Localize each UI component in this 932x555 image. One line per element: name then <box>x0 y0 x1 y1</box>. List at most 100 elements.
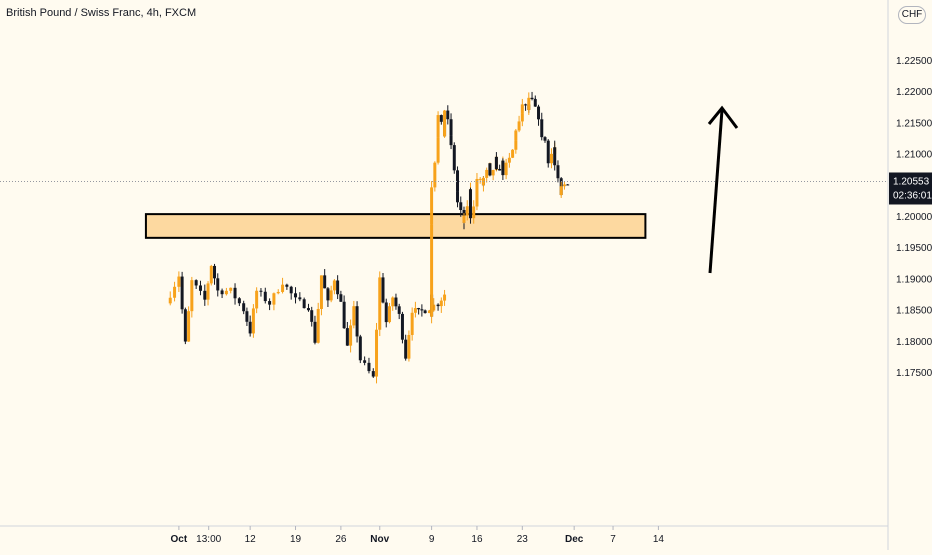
candle-body <box>507 157 511 163</box>
candle-body <box>417 308 421 310</box>
candle-body <box>514 140 518 150</box>
candle-body <box>530 97 534 100</box>
candle-body <box>537 106 541 120</box>
candle-body <box>285 284 289 287</box>
candle-body <box>456 191 460 203</box>
candle-body <box>517 121 521 131</box>
candle-body <box>177 276 181 287</box>
candle-body <box>430 187 434 225</box>
candle-body <box>485 169 489 178</box>
candle-body <box>355 306 359 337</box>
time-axis[interactable]: Oct 13:00 12 19 26 Nov 9 16 23 Dec 7 14 <box>171 526 665 545</box>
candle-body <box>298 297 302 300</box>
time-tick-label: Nov <box>370 534 389 545</box>
candle-body <box>229 287 233 291</box>
support-zone <box>144 213 647 239</box>
candle-body <box>310 310 314 322</box>
candle-body <box>194 280 198 286</box>
candle-body <box>432 304 436 311</box>
time-tick-label: Dec <box>565 534 584 545</box>
candle-body <box>326 288 330 301</box>
candle-body <box>443 110 447 137</box>
candle-body <box>216 278 220 291</box>
candle-body <box>263 291 267 302</box>
candle-body <box>562 184 566 187</box>
time-tick-label: 13:00 <box>196 534 221 545</box>
candle-body <box>367 362 371 372</box>
candle-body <box>543 137 547 141</box>
candle-body <box>511 149 515 158</box>
candle-body <box>494 156 498 169</box>
candle-body <box>242 303 246 312</box>
candle-body <box>520 104 524 114</box>
candle-body <box>381 277 385 303</box>
candle-body <box>306 308 310 311</box>
candle-body <box>430 224 434 317</box>
candle-body <box>371 371 375 377</box>
candle-body <box>404 339 408 359</box>
candle-body <box>375 329 379 377</box>
candle-body <box>272 293 276 305</box>
candle-body <box>245 311 249 322</box>
candle-body <box>276 291 280 294</box>
candle-body <box>220 290 224 295</box>
candle-body <box>514 130 518 141</box>
candle-body <box>319 275 323 309</box>
candle-body <box>173 286 177 298</box>
candle-body <box>488 163 492 176</box>
last-price-box <box>889 172 932 205</box>
last-price-label: 1.20553 02:36:01 <box>889 172 932 205</box>
candle-body <box>478 178 482 180</box>
time-tick-label: Oct <box>171 534 188 545</box>
time-tick-label: 16 <box>471 534 483 545</box>
price-tick-label: 1.21000 <box>896 150 932 161</box>
candle-body <box>449 135 453 146</box>
candle-body <box>213 265 217 279</box>
candle-body <box>168 297 172 304</box>
candles <box>168 91 570 384</box>
candle-body <box>423 310 427 314</box>
candle-body <box>456 170 460 192</box>
arrow-head <box>707 105 739 129</box>
candle-body <box>206 283 210 300</box>
overlays <box>0 105 888 274</box>
countdown-value: 02:36:01 <box>893 190 932 201</box>
candle-body <box>339 294 343 302</box>
candle-body <box>504 162 508 176</box>
candle-body <box>436 137 440 163</box>
price-tick-label: 1.20000 <box>896 212 932 223</box>
price-tick-label: 1.22000 <box>896 87 932 98</box>
candle-body <box>400 313 404 340</box>
candle-body <box>187 311 191 342</box>
candle-body <box>190 280 194 312</box>
candle-body <box>546 140 550 148</box>
candle-body <box>259 290 263 292</box>
candle-body <box>302 299 306 309</box>
candle-body <box>410 312 414 335</box>
currency-badge[interactable]: CHF <box>898 6 926 24</box>
candle-body <box>352 306 356 326</box>
candle-body <box>378 277 382 330</box>
candle-body <box>251 308 255 334</box>
candle-body <box>183 309 187 342</box>
candle-body <box>336 280 340 295</box>
candle-body <box>323 275 327 289</box>
support-zone-layer <box>144 213 647 239</box>
candle-body <box>268 301 272 305</box>
candle-body <box>462 215 466 223</box>
time-tick-label: 23 <box>517 534 529 545</box>
candle-body <box>468 189 472 219</box>
candle-body <box>433 162 437 188</box>
candle-body <box>342 301 346 329</box>
candle-body <box>363 360 367 363</box>
candle-body <box>294 293 298 298</box>
candle-body <box>452 145 456 171</box>
price-axis[interactable]: 1.225001.220001.215001.210001.205001.200… <box>896 56 932 379</box>
time-tick-label: 14 <box>653 534 665 545</box>
candle-body <box>459 202 463 211</box>
candle-body <box>387 306 391 323</box>
candle-body <box>289 286 293 294</box>
